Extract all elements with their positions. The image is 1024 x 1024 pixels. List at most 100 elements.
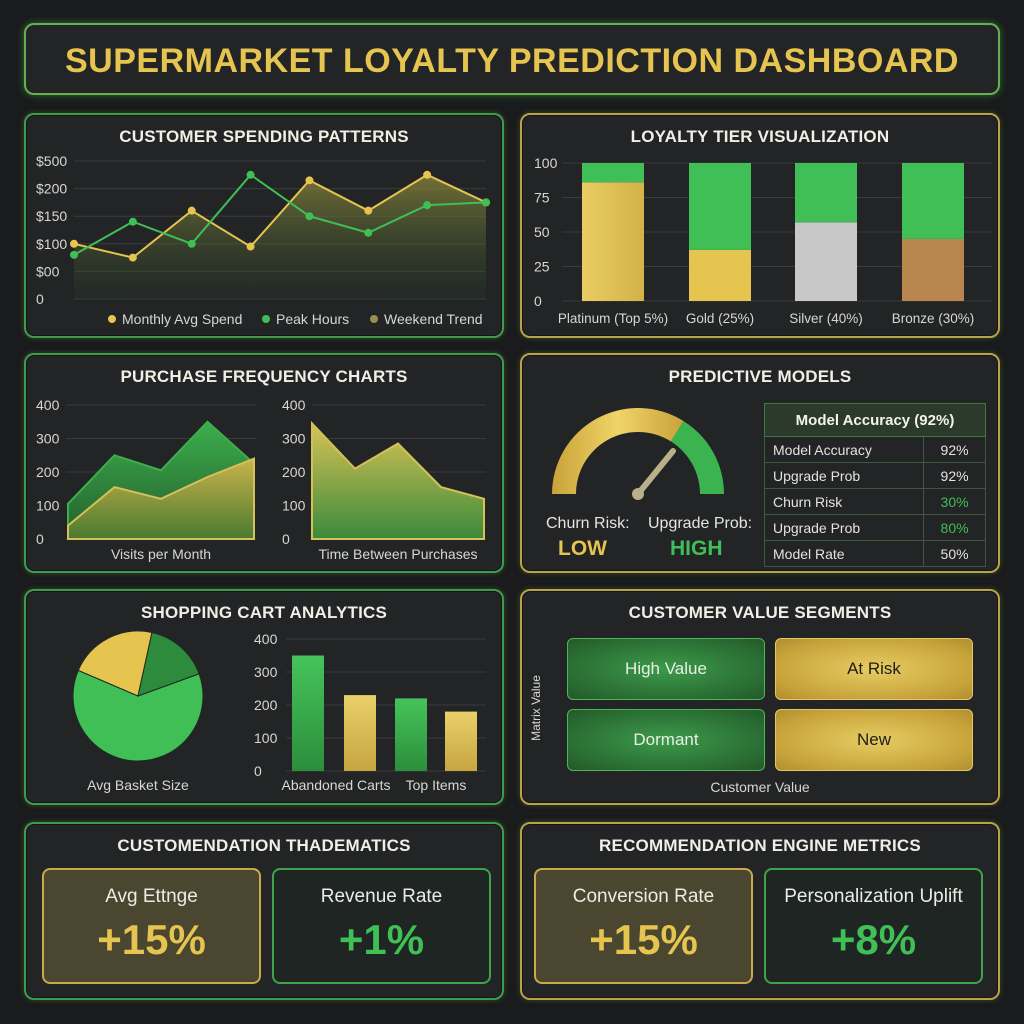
legend-marker (370, 315, 378, 323)
engine-title: RECOMMENDATION ENGINE METRICS (599, 836, 921, 855)
bar-lower (582, 182, 644, 301)
segments-panel: CUSTOMER VALUE SEGMENTS High Value At Ri… (520, 589, 1000, 805)
bar-lower (689, 249, 751, 301)
bar (344, 695, 376, 771)
table-title: Model Accuracy (92%) (764, 403, 986, 437)
predictive-panel: PREDICTIVE MODELS Churn Risk: LOW Upgrad… (520, 353, 1000, 573)
bar (395, 698, 427, 771)
row-value: 92% (923, 462, 986, 489)
spending-chart: $500 $200 $150 $100 $00 0 Monthly Avg Spend Pea… (36, 153, 490, 327)
bar (292, 655, 324, 771)
data-point-monthly-avg-spend (305, 176, 314, 185)
bar-upper (689, 163, 751, 250)
tiers-chart: 100 75 50 25 0 Platinum (Top 5%) Gold (25%) Sil… (534, 155, 992, 326)
tiers-title: LOYALTY TIER VISUALIZATION (630, 127, 890, 146)
row-name: Model Rate (763, 540, 925, 567)
bar-lower (795, 222, 857, 301)
kpi-value: +1% (338, 916, 425, 963)
table-row: Model Accuracy 92% (763, 436, 986, 463)
y-tick-label: 50 (534, 224, 550, 240)
cart-title: SHOPPING CART ANALYTICS (140, 603, 388, 622)
data-point-monthly-avg-spend (246, 242, 255, 251)
data-point-peak-hours (187, 239, 196, 248)
x-axis-label: Time Between Purchases (319, 546, 478, 562)
table-row: Upgrade Prob 92% (763, 462, 986, 489)
kpi-card: Avg Ettnge +15% (42, 868, 261, 984)
y-tick-label: 0 (534, 293, 542, 309)
segment-high-value: High Value (567, 638, 765, 700)
row-value: 92% (923, 436, 986, 463)
data-point-monthly-avg-spend (187, 206, 196, 215)
series-line-peak-hours (73, 173, 487, 256)
y-tick-label: 400 (36, 397, 60, 413)
row-value: 80% (923, 514, 986, 541)
kpi-card: Conversion Rate +15% (534, 868, 753, 984)
gauge-high-arc (670, 421, 724, 494)
y-tick-label: 200 (254, 697, 278, 713)
y-tick-label: 0 (282, 531, 290, 547)
cart-panel: SHOPPING CART ANALYTICS Avg Basket Size 4… (24, 589, 504, 805)
data-point-peak-hours (246, 170, 255, 179)
x-tick-label: Abandoned Carts (282, 777, 391, 793)
y-tick-label: $500 (36, 153, 67, 169)
kpi-value: +15% (589, 916, 698, 963)
gauge-needle (635, 448, 676, 497)
thematics-title: CUSTOMENDATION THADEMATICS (117, 836, 411, 855)
model-accuracy-table: Model Accuracy (92%) Model Accuracy 92% U… (763, 403, 986, 567)
data-point-monthly-avg-spend (423, 170, 432, 179)
row-value: 50% (923, 540, 986, 567)
bar-upper (582, 163, 644, 183)
legend-marker (262, 315, 270, 323)
series-area-weekend-trend (74, 174, 486, 299)
kpi-value: +8% (830, 916, 917, 963)
gauge-hub (632, 488, 644, 500)
y-tick-label: $200 (36, 181, 67, 197)
x-axis-label: Visits per Month (111, 546, 211, 562)
bar-upper (902, 163, 964, 239)
pie-slice (137, 631, 200, 697)
y-tick-label: $150 (36, 208, 67, 224)
y-tick-label: 200 (282, 464, 306, 480)
upgrade-prob-label: Upgrade Prob: (648, 515, 753, 532)
kpi-value: +15% (97, 916, 206, 963)
legend-label: Weekend Trend (384, 311, 483, 327)
data-point-monthly-avg-spend (364, 206, 373, 215)
segment-at-risk: At Risk (775, 638, 973, 700)
y-tick-label: 300 (254, 664, 278, 680)
area-time-between (311, 420, 485, 540)
cart-chart: Avg Basket Size 400 300 200 100 0 Abandoned Ca… (72, 630, 486, 793)
frequency-chart: 400 300 200 100 0 400 300 200 100 0 Visits per Mon… (36, 397, 486, 562)
predictive-title: PREDICTIVE MODELS (668, 367, 852, 386)
segment-dormant: Dormant (567, 709, 765, 771)
area-visits-lower (67, 457, 255, 540)
y-tick-label: 100 (254, 730, 278, 746)
y-tick-label: 100 (534, 155, 558, 171)
row-name: Churn Risk (763, 488, 925, 515)
bar-upper (795, 163, 857, 223)
segments-x-label: Customer Value (710, 779, 810, 795)
pie-slice (72, 669, 204, 762)
segments-title: CUSTOMER VALUE SEGMENTS (628, 603, 892, 622)
row-name: Upgrade Prob (763, 514, 925, 541)
y-tick-label: 300 (282, 431, 306, 447)
segments-y-label: Matrix Value (529, 675, 543, 741)
x-tick-label: Platinum (Top 5%) (558, 311, 668, 326)
x-tick-label: Bronze (30%) (892, 311, 975, 326)
kpi-label: Avg Ettnge (105, 886, 198, 907)
data-point-peak-hours (364, 228, 373, 237)
churn-risk-label: Churn Risk: (546, 515, 630, 532)
y-tick-label: $00 (36, 263, 60, 279)
dashboard-header: SUPERMARKET LOYALTY PREDICTION DASHBOARD (24, 23, 1000, 95)
x-tick-label: Gold (25%) (686, 311, 754, 326)
y-tick-label: 400 (282, 397, 306, 413)
data-point-peak-hours (128, 217, 137, 226)
engine-panel: RECOMMENDATION ENGINE METRICS Conversion… (520, 822, 1000, 1000)
tiers-panel: LOYALTY TIER VISUALIZATION 100 75 50 25 0 Pla… (520, 113, 1000, 338)
pie-label: Avg Basket Size (87, 777, 189, 793)
pie-slice (77, 630, 153, 697)
row-name: Upgrade Prob (763, 462, 925, 489)
y-tick-label: 100 (282, 498, 306, 514)
row-name: Model Accuracy (763, 436, 925, 463)
legend-label: Monthly Avg Spend (122, 311, 242, 327)
table-row: Churn Risk 30% (763, 488, 986, 515)
